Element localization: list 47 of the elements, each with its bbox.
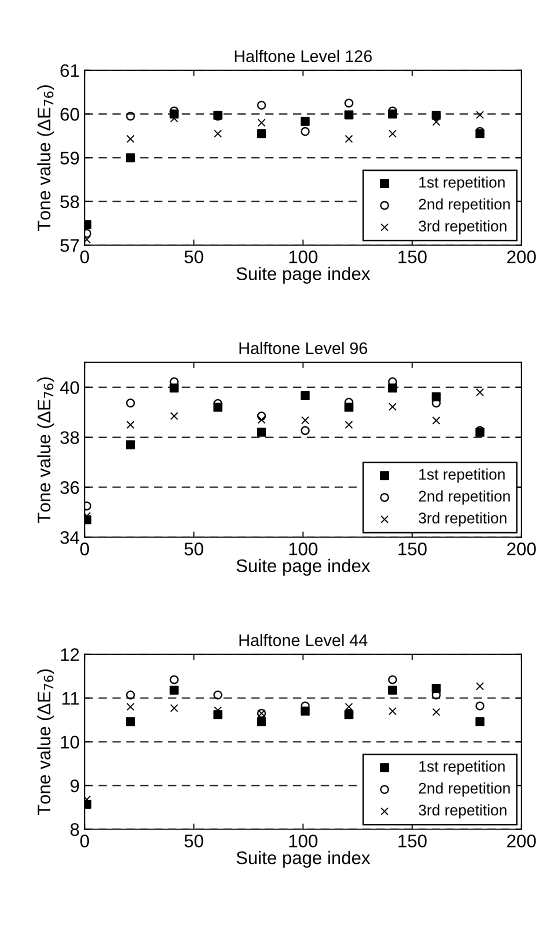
y-tick-label: 61: [60, 64, 79, 77]
x-tick-label: 100: [289, 542, 318, 556]
legend-label: 1st repetition: [419, 176, 505, 191]
x-tick-label: 0: [80, 250, 89, 264]
legend-label: 3rd repetition: [418, 804, 506, 819]
y-tick-label: 57: [60, 239, 79, 252]
x-axis-title: Suite page index: [236, 266, 370, 284]
y-tick-label: 10: [61, 736, 80, 749]
legend-label: 1st repetition: [419, 760, 505, 775]
x-tick-label: 50: [184, 542, 204, 556]
x-tick-label: 100: [289, 250, 318, 264]
x-tick-label: 50: [184, 834, 204, 848]
x-tick-label: 200: [507, 250, 536, 264]
legend-label: 3rd repetition: [418, 512, 506, 527]
x-tick-label: 0: [80, 834, 89, 848]
x-axis-title: Suite page index: [236, 558, 370, 576]
y-tick-label: 11: [62, 692, 79, 705]
x-tick-label: 150: [398, 250, 427, 264]
legend-label: 2nd repetition: [418, 198, 510, 213]
y-tick-label: 12: [61, 648, 79, 661]
x-tick-label: 0: [80, 542, 89, 556]
x-tick-label: 200: [507, 834, 536, 848]
y-tick-label: 34: [60, 531, 80, 544]
y-tick-label: 58: [60, 195, 79, 208]
chart-title: Halftone Level 44: [240, 634, 368, 646]
y-tick-label: 60: [60, 108, 80, 121]
y-axis-title: Tone value (ΔE$_{76}$): [37, 85, 54, 231]
legend-label: 3rd repetition: [418, 220, 506, 234]
y-tick-label: 59: [60, 152, 79, 164]
x-tick-label: 150: [398, 834, 427, 848]
legend-label: 2nd repetition: [418, 782, 510, 797]
legend-label: 2nd repetition: [418, 490, 510, 505]
x-tick-label: 150: [398, 542, 427, 556]
y-tick-label: 40: [60, 381, 80, 394]
x-tick-label: 100: [289, 834, 318, 848]
y-tick-label: 9: [70, 779, 79, 792]
x-tick-label: 200: [507, 542, 536, 556]
y-axis-title: Tone value (ΔE$_{76}$): [37, 377, 54, 524]
x-axis-title: Suite page index: [236, 850, 370, 868]
chart-title: Halftone Level 126: [234, 50, 372, 62]
y-tick-label: 38: [60, 431, 79, 444]
y-tick-label: 8: [70, 823, 79, 836]
y-axis-title: Tone value (ΔE$_{76}$): [37, 669, 54, 816]
chart-title: Halftone Level 96: [240, 342, 368, 354]
legend-label: 1st repetition: [419, 468, 505, 483]
y-tick-label: 36: [60, 481, 79, 494]
x-tick-label: 50: [184, 250, 204, 264]
